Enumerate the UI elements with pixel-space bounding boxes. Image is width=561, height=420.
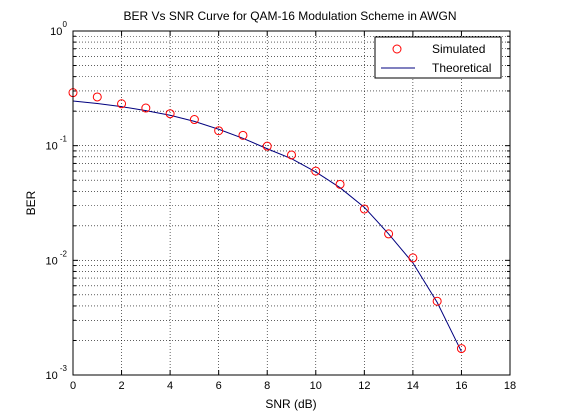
x-tick-label: 10 (310, 380, 322, 392)
y-tick-label-base: 10 (46, 255, 58, 267)
data-point-simulated (432, 296, 442, 306)
legend-label-simulated: Simulated (432, 42, 485, 56)
data-point-simulated (117, 99, 127, 109)
x-tick-labels: 0 2 4 6 8 10 12 14 16 18 (70, 380, 516, 392)
legend-label-theoretical: Theoretical (432, 61, 491, 75)
y-tick-label-base: 10 (46, 141, 58, 153)
grid (73, 31, 510, 375)
data-point-simulated (335, 179, 345, 189)
y-tick-label-exponent: -3 (60, 364, 68, 373)
data-point-simulated (141, 103, 151, 113)
y-tick-label: -110 (46, 135, 68, 153)
y-tick-label-exponent: -2 (60, 249, 68, 258)
plot-frame (72, 30, 511, 376)
y-axis-label: BER (24, 190, 38, 215)
legend-marker-simulated (392, 44, 402, 54)
legend-box (374, 36, 502, 79)
x-axis-label: SNR (dB) (265, 397, 316, 411)
y-tick-label-exponent: 0 (63, 20, 68, 29)
legend: Simulated Theoretical (374, 36, 502, 79)
chart-title: BER Vs SNR Curve for QAM-16 Modulation S… (124, 9, 457, 23)
x-tick-label: 12 (358, 380, 370, 392)
y-tick-label-base: 10 (46, 370, 58, 382)
y-tick-label: -310 (46, 364, 68, 382)
data-point-simulated (238, 130, 248, 140)
data-point-simulated (165, 109, 175, 119)
x-tick-label: 16 (455, 380, 467, 392)
x-tick-label: 4 (167, 380, 173, 392)
y-tick-label-base: 10 (50, 26, 62, 38)
data-point-simulated (214, 126, 224, 136)
series-layer (68, 88, 466, 354)
data-point-simulated (287, 150, 296, 160)
x-tick-label: 6 (216, 380, 222, 392)
data-point-simulated (384, 229, 394, 239)
data-point-simulated (311, 166, 321, 176)
x-tick-label: 14 (407, 380, 419, 392)
x-tick-label: 8 (264, 380, 270, 392)
data-point-simulated (189, 115, 199, 125)
y-tick-label: 010 (50, 20, 67, 38)
y-tick-label: -210 (46, 249, 68, 267)
data-point-simulated (92, 92, 102, 102)
x-tick-label: 0 (70, 380, 76, 392)
data-point-simulated (359, 204, 369, 214)
data-point-simulated (456, 344, 466, 354)
x-tick-label: 2 (118, 380, 124, 392)
data-point-simulated (408, 253, 418, 263)
plot-area (73, 31, 510, 375)
x-tick-label: 18 (504, 380, 516, 392)
y-tick-labels: 010-110-210-310 (46, 20, 68, 382)
data-point-simulated (262, 141, 272, 151)
y-tick-label-exponent: -1 (60, 135, 68, 144)
series-line-theoretical (72, 100, 462, 352)
